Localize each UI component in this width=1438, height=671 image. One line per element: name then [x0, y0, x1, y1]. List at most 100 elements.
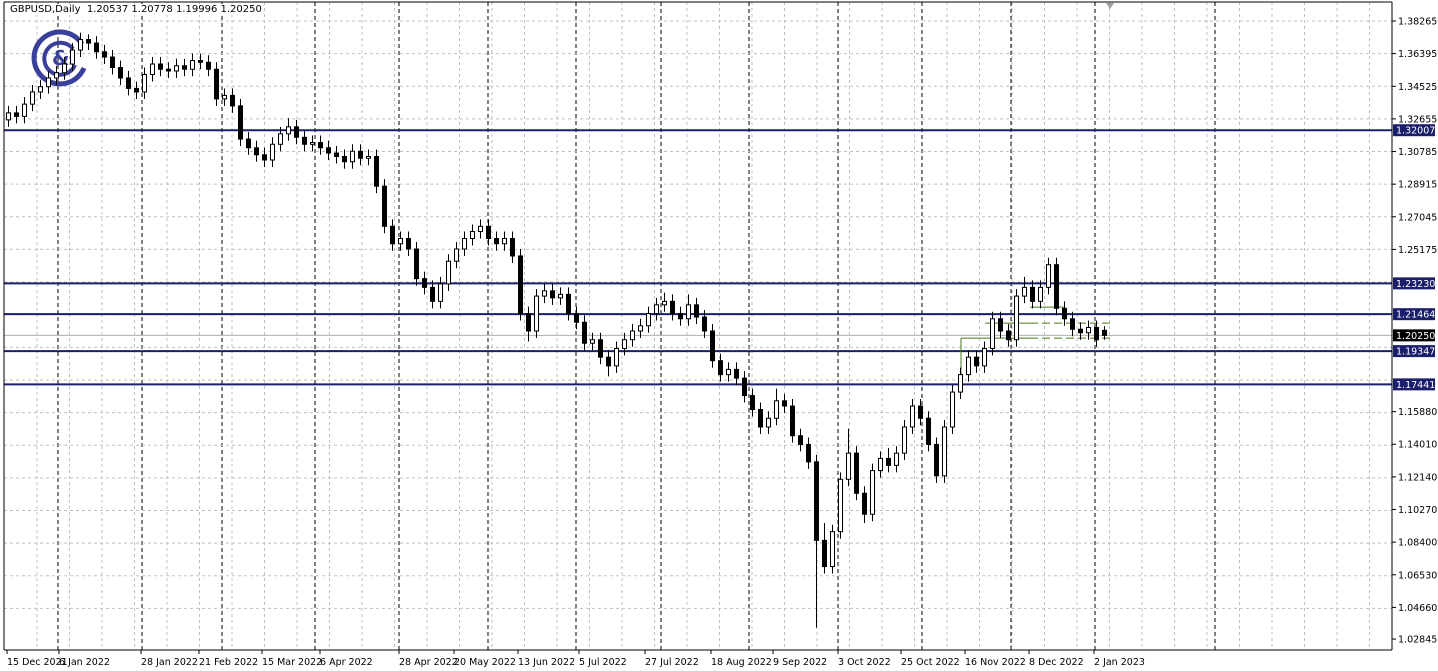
candle-bear — [294, 126, 299, 138]
candle-bear — [926, 417, 931, 445]
level-label: 1.17441 — [1396, 380, 1435, 391]
candle-bull — [838, 478, 843, 533]
candle-bear — [1030, 286, 1035, 302]
grid — [4, 2, 1392, 650]
x-tick-label: 28 Apr 2022 — [399, 657, 458, 668]
candle-bull — [902, 426, 907, 454]
candle-bear — [750, 395, 755, 411]
y-tick-label: 1.12140 — [1398, 472, 1437, 483]
candle-bull — [446, 260, 451, 285]
candle-bear — [574, 313, 579, 323]
candle-bull — [766, 417, 771, 428]
candle-bear — [494, 238, 499, 245]
level-label-bg — [1393, 124, 1435, 137]
candle-bear — [806, 443, 811, 463]
candle-bear — [886, 457, 891, 466]
candle-bull — [150, 63, 155, 75]
candle-bear — [598, 339, 603, 358]
candle-bear — [1054, 264, 1059, 309]
candle-bull — [638, 325, 643, 332]
candle-bear — [526, 313, 531, 332]
y-tick-label: 1.14010 — [1398, 440, 1437, 451]
candle-bear — [918, 405, 923, 419]
candle-bear — [422, 278, 427, 288]
x-tick-label: 15 Mar 2022 — [262, 657, 322, 668]
low-value: 1.19996 — [175, 4, 218, 15]
candle-bull — [398, 238, 403, 245]
high-value: 1.20778 — [131, 4, 173, 15]
candle-bull — [726, 368, 731, 376]
candle-bear — [206, 61, 211, 70]
candle-bull — [190, 60, 195, 70]
candle-bear — [94, 42, 99, 53]
candle-bull — [46, 77, 51, 88]
candle-bear — [550, 290, 555, 299]
candle-bull — [958, 374, 963, 393]
level-label-bg — [1393, 277, 1435, 290]
x-tick-label: 3 Oct 2022 — [838, 657, 891, 668]
candle-bull — [278, 133, 283, 145]
open-value: 1.20537 — [86, 4, 129, 15]
chart-shift-marker[interactable] — [1106, 3, 1114, 9]
x-tick-label: 16 Nov 2022 — [965, 657, 1026, 668]
candle-bear — [862, 492, 867, 515]
level-label: 1.32007 — [1396, 126, 1435, 137]
y-tick-label: 1.10270 — [1398, 505, 1437, 516]
candle-bear — [566, 293, 571, 315]
candle-bull — [350, 150, 355, 163]
candle-bull — [990, 318, 995, 349]
candle-bear — [302, 136, 307, 145]
candle-bull — [910, 405, 915, 428]
candle-bear — [822, 539, 827, 568]
candle-bear — [134, 87, 139, 93]
candle-bear — [1006, 330, 1011, 341]
y-tick-label: 1.06530 — [1398, 570, 1437, 581]
axes: 1.38265 1.36395 1.34525 1.32655 1.30785 1.289… — [3, 1, 1437, 668]
candle-bull — [174, 65, 179, 72]
candle-bear — [238, 105, 243, 140]
candle-bear — [326, 147, 331, 154]
candle-bull — [1086, 327, 1091, 334]
candle-bear — [110, 56, 115, 69]
candle-bull — [222, 94, 227, 100]
candle-bull — [1014, 295, 1019, 341]
candle-bear — [974, 356, 979, 367]
x-tick-label: 8 Dec 2022 — [1029, 657, 1084, 668]
candle-bull — [6, 112, 11, 121]
candle-bear — [814, 461, 819, 541]
candle-bull — [614, 347, 619, 367]
candle-bear — [166, 68, 171, 72]
candle-bear — [102, 51, 107, 58]
candle-bear — [582, 321, 587, 344]
candle-bear — [758, 409, 763, 428]
candle-bull — [830, 531, 835, 568]
level-label: 1.23230 — [1396, 279, 1435, 290]
x-tick-label: 6 Jan 2022 — [59, 657, 110, 668]
candle-bull — [774, 400, 779, 419]
y-tick-label: 1.04660 — [1398, 603, 1437, 614]
candle-bull — [366, 155, 371, 159]
candle-bull — [1022, 286, 1027, 297]
candle-bear — [1070, 318, 1075, 330]
candle-bull — [982, 347, 987, 367]
candle-bull — [894, 452, 899, 466]
candle-bear — [782, 400, 787, 407]
company-logo: & — [31, 29, 87, 87]
candle-bear — [718, 360, 723, 376]
candle-bear — [198, 60, 203, 63]
candle-bull — [142, 73, 147, 93]
x-tick-label: 18 Aug 2022 — [711, 657, 772, 668]
candle-bull — [470, 231, 475, 240]
candle-bear — [798, 435, 803, 445]
candle-bull — [534, 295, 539, 332]
candle-bear — [742, 377, 747, 397]
candle-bull — [78, 39, 83, 51]
level-label: 1.19347 — [1396, 347, 1435, 358]
candle-bull — [654, 304, 659, 315]
y-tick-label: 1.08400 — [1398, 538, 1437, 549]
candle-bull — [70, 49, 75, 65]
candle-bear — [246, 138, 251, 149]
candle-bear — [406, 238, 411, 250]
candle-bear — [230, 94, 235, 107]
